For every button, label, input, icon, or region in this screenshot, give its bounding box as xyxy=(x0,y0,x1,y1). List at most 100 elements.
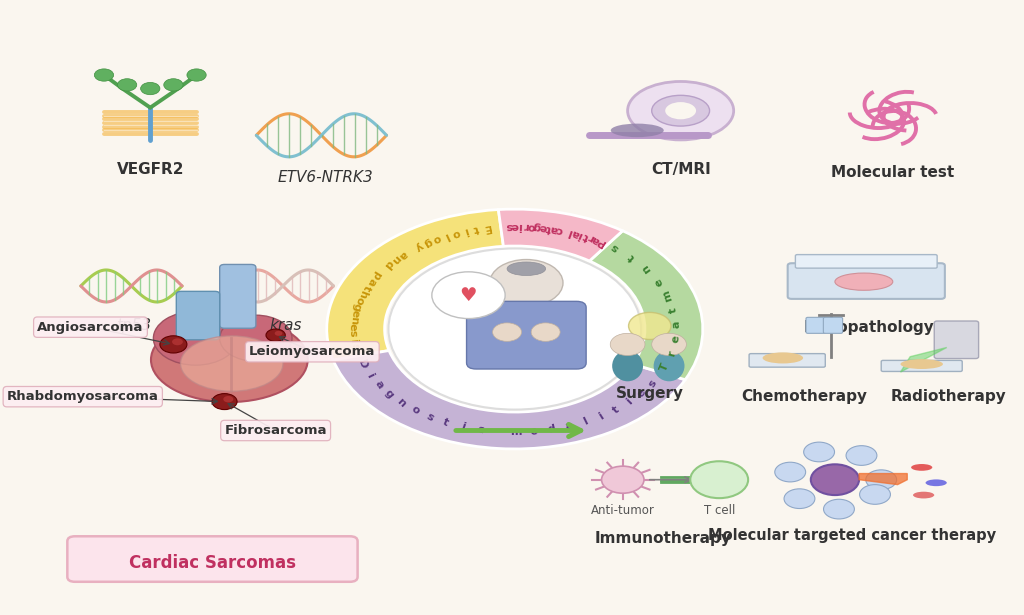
Text: o: o xyxy=(529,426,539,437)
Circle shape xyxy=(212,394,237,410)
Text: Angiosarcoma: Angiosarcoma xyxy=(37,320,143,334)
Text: t: t xyxy=(669,306,679,313)
Text: t: t xyxy=(472,223,480,234)
FancyBboxPatch shape xyxy=(467,301,586,369)
Ellipse shape xyxy=(926,480,947,486)
Text: e: e xyxy=(671,335,681,343)
Circle shape xyxy=(531,323,560,341)
Text: i: i xyxy=(463,225,469,236)
Text: a: a xyxy=(564,421,574,432)
Text: Anti-tumor: Anti-tumor xyxy=(591,504,654,517)
Text: n: n xyxy=(640,263,653,275)
Circle shape xyxy=(223,396,233,402)
FancyBboxPatch shape xyxy=(882,360,963,371)
Wedge shape xyxy=(499,209,623,261)
Text: T cell: T cell xyxy=(703,504,735,517)
Circle shape xyxy=(784,489,815,509)
Text: d: d xyxy=(382,258,395,271)
Text: e: e xyxy=(511,221,518,231)
Ellipse shape xyxy=(653,351,684,381)
Text: t: t xyxy=(545,223,552,234)
Text: o: o xyxy=(451,227,462,239)
Text: Cardiac Sarcomas: Cardiac Sarcomas xyxy=(129,554,296,572)
FancyBboxPatch shape xyxy=(220,264,256,328)
Text: ETV6-NTRK3: ETV6-NTRK3 xyxy=(278,170,374,184)
FancyBboxPatch shape xyxy=(796,255,937,268)
Text: s: s xyxy=(350,343,360,351)
Text: l: l xyxy=(566,226,573,237)
Text: e: e xyxy=(539,221,548,233)
Text: a: a xyxy=(590,233,601,246)
Ellipse shape xyxy=(666,102,696,119)
Ellipse shape xyxy=(835,273,893,290)
Ellipse shape xyxy=(900,359,943,369)
Text: Fibrosarcoma: Fibrosarcoma xyxy=(224,424,327,437)
Text: VEGFR2: VEGFR2 xyxy=(117,162,184,177)
Text: Molecular targeted cancer therapy: Molecular targeted cancer therapy xyxy=(709,528,996,542)
Text: a: a xyxy=(365,276,377,287)
Text: e: e xyxy=(652,276,665,287)
Text: o: o xyxy=(409,404,421,417)
Text: i: i xyxy=(577,229,585,240)
Text: i: i xyxy=(625,397,635,407)
Text: Histopathology: Histopathology xyxy=(803,320,934,335)
Text: n: n xyxy=(389,253,401,266)
Circle shape xyxy=(274,331,283,336)
Text: s: s xyxy=(348,330,358,337)
Circle shape xyxy=(172,338,183,345)
Circle shape xyxy=(118,79,137,91)
Text: E: E xyxy=(482,221,492,233)
Text: g: g xyxy=(422,236,434,248)
Text: a: a xyxy=(549,223,559,234)
Text: c: c xyxy=(555,224,564,236)
Text: l: l xyxy=(582,416,590,427)
Circle shape xyxy=(610,333,645,355)
Text: i: i xyxy=(518,221,522,231)
Wedge shape xyxy=(327,210,504,360)
Circle shape xyxy=(432,272,505,319)
Circle shape xyxy=(187,69,206,81)
Wedge shape xyxy=(333,351,685,449)
Text: t: t xyxy=(611,404,622,415)
Ellipse shape xyxy=(507,262,546,276)
Ellipse shape xyxy=(610,124,664,137)
Circle shape xyxy=(846,446,877,466)
Text: a: a xyxy=(373,379,385,391)
Text: o: o xyxy=(527,221,536,232)
Text: l: l xyxy=(442,230,451,240)
Circle shape xyxy=(859,485,891,504)
Circle shape xyxy=(651,333,686,355)
Text: Immunotherapy: Immunotherapy xyxy=(595,531,732,546)
Text: a: a xyxy=(570,227,581,239)
Circle shape xyxy=(493,323,521,341)
FancyBboxPatch shape xyxy=(823,317,843,333)
Circle shape xyxy=(601,466,644,493)
Text: Molecular test: Molecular test xyxy=(831,165,954,180)
Text: r: r xyxy=(523,221,529,231)
Text: p: p xyxy=(370,269,383,282)
Ellipse shape xyxy=(913,492,934,498)
Circle shape xyxy=(629,312,671,339)
FancyBboxPatch shape xyxy=(934,321,979,359)
Circle shape xyxy=(94,69,114,81)
Circle shape xyxy=(164,79,183,91)
Text: i: i xyxy=(597,411,606,421)
Text: kras: kras xyxy=(269,319,301,333)
Text: a: a xyxy=(396,248,409,261)
Text: D: D xyxy=(356,359,369,370)
Text: r: r xyxy=(667,350,678,357)
Text: m: m xyxy=(662,288,675,302)
Text: y: y xyxy=(413,239,425,252)
Ellipse shape xyxy=(911,464,932,471)
Text: c: c xyxy=(476,424,484,435)
Text: m: m xyxy=(510,427,521,437)
FancyBboxPatch shape xyxy=(787,263,945,299)
FancyBboxPatch shape xyxy=(68,536,357,582)
Ellipse shape xyxy=(151,317,307,402)
Text: T: T xyxy=(658,362,671,373)
FancyBboxPatch shape xyxy=(750,354,825,367)
Ellipse shape xyxy=(651,95,710,126)
Text: t: t xyxy=(627,252,637,263)
Text: g: g xyxy=(383,388,395,400)
Text: CT/MRI: CT/MRI xyxy=(651,162,711,177)
